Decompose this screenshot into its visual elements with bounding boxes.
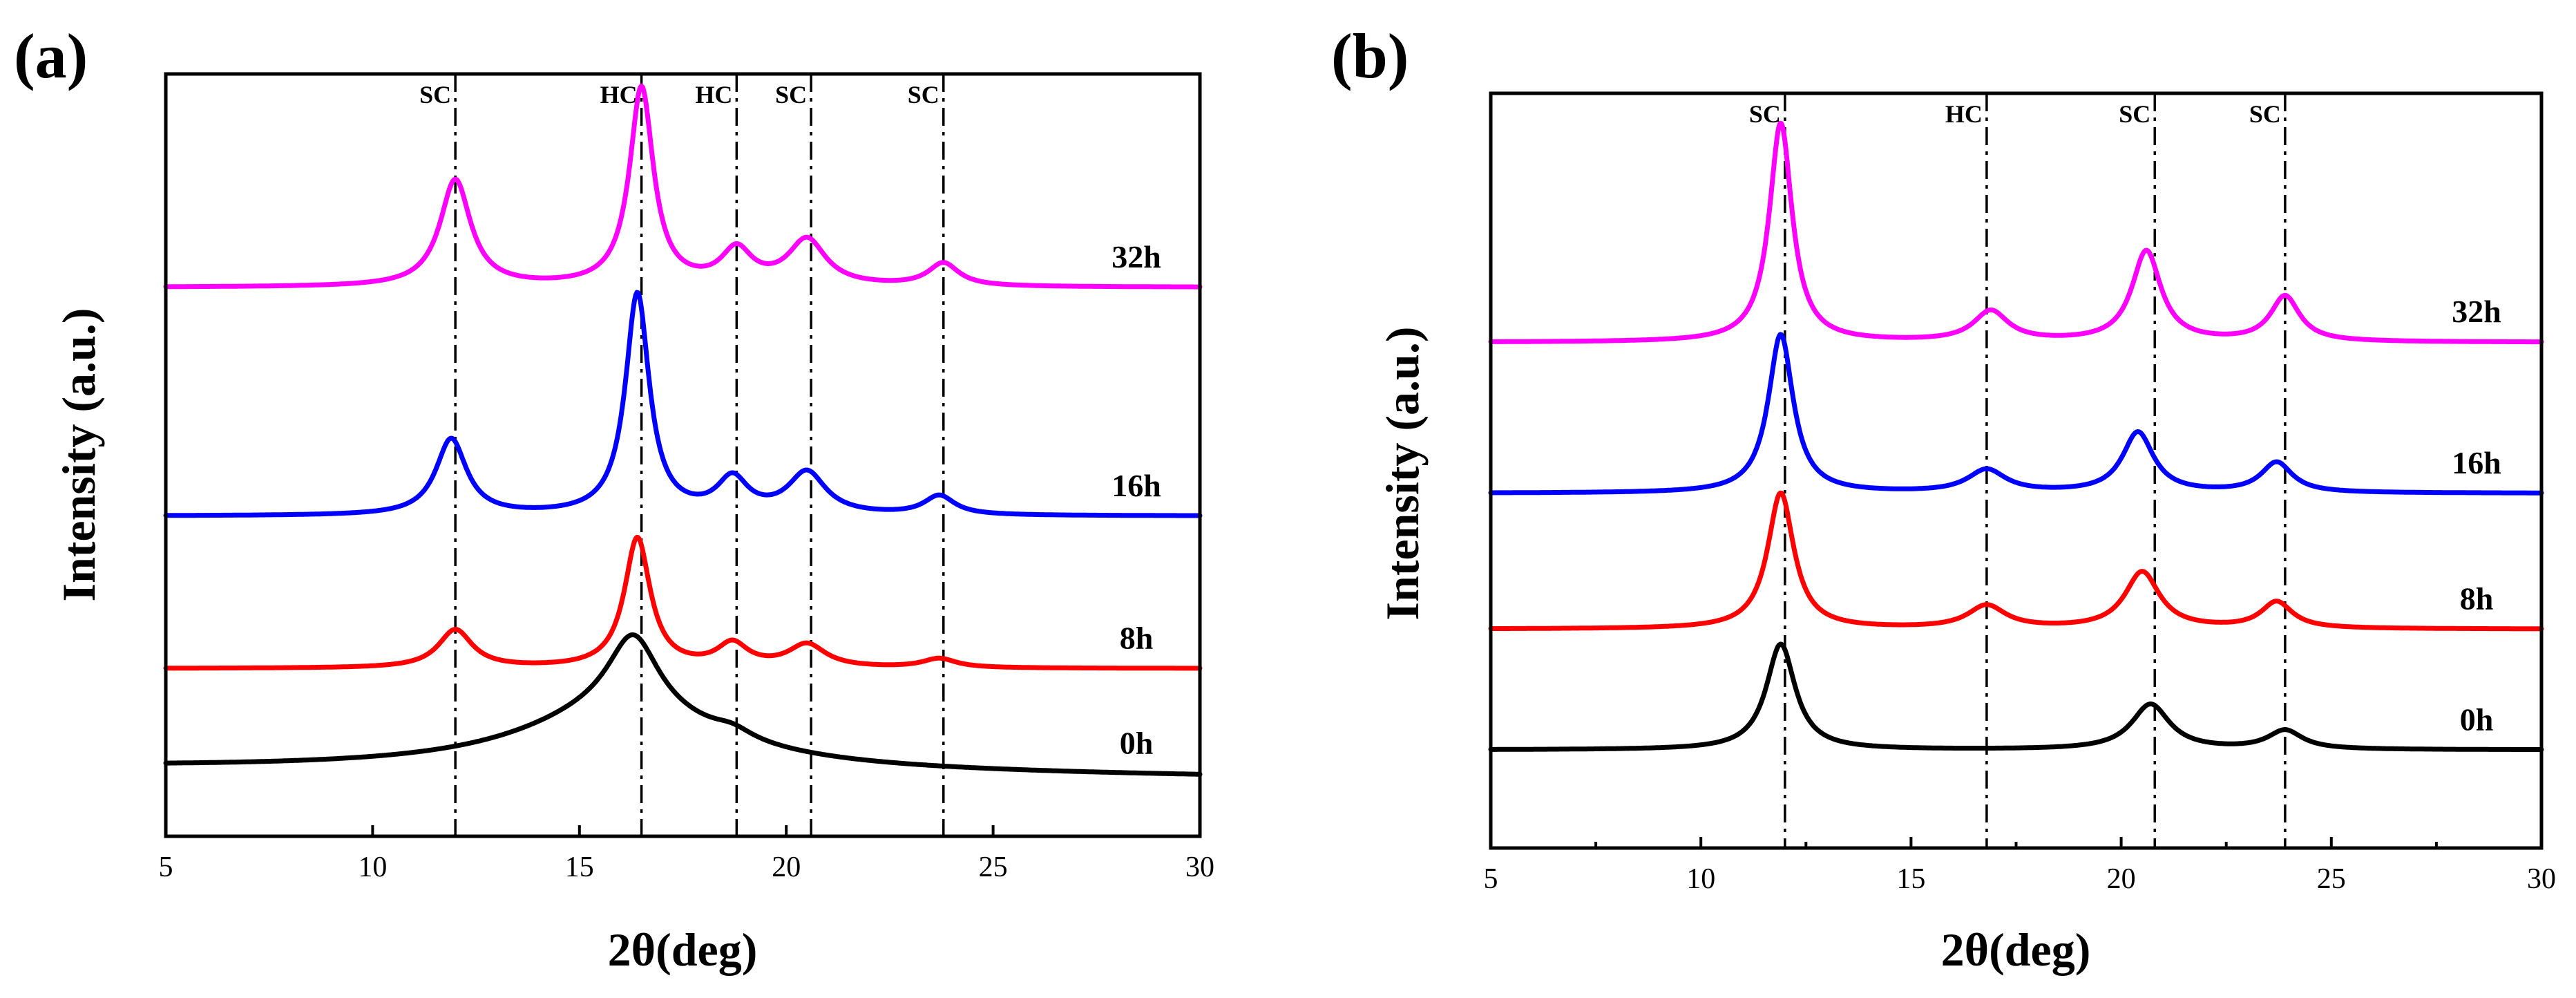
panel-a-x-tick-label-10: 10 xyxy=(358,851,387,883)
panel-b-series-0h-line xyxy=(1488,641,2544,752)
panel-b-series-8h-line xyxy=(1488,490,2544,632)
panel-b-series-32h-line xyxy=(1488,120,2544,345)
panel-a-x-ticks: 5 10 15 20 25 30 xyxy=(159,825,1214,883)
panel-b-series-16h-line xyxy=(1488,332,2544,496)
panel-b-x-tick-label-20: 20 xyxy=(2107,863,2136,895)
panel-b-series-labels: 0h 8h 16h 32h xyxy=(2452,294,2501,737)
panel-a-x-axis-title: 2θ(deg) xyxy=(608,923,758,976)
panel-b-curves xyxy=(1488,120,2544,752)
panel-b-x-ticks: 5 10 15 20 25 30 xyxy=(1484,837,2556,895)
panel-b-series-label-0h: 0h xyxy=(2460,702,2494,737)
panel-a-series-8h-line xyxy=(163,534,1203,671)
panel-b-label: (b) xyxy=(1331,21,1409,91)
panel-a-x-tick-label-5: 5 xyxy=(159,851,173,883)
panel-b-y-axis-title: Intensity (a.u.) xyxy=(1376,326,1429,620)
panel-b-reference-lines: SC HC SC SC xyxy=(1749,93,2287,848)
panel-a-x-tick-label-25: 25 xyxy=(979,851,1008,883)
panel-a-phase-label-3: SC xyxy=(775,81,807,109)
panel-a-x-tick-label-20: 20 xyxy=(772,851,801,883)
panel-b-phase-label-1: HC xyxy=(1945,100,1983,128)
panel-a-phase-label-4: SC xyxy=(908,81,939,109)
panel-a-series-label-16h: 16h xyxy=(1112,468,1161,503)
panel-a-series-32h-line xyxy=(163,83,1203,290)
panel-b-series-label-16h: 16h xyxy=(2452,445,2501,480)
panel-a-label: (a) xyxy=(14,21,88,91)
panel-a-series-0h-line xyxy=(163,632,1203,777)
panel-b-plot-frame xyxy=(1489,91,2544,850)
panel-a-plot-frame xyxy=(164,72,1202,838)
panel-a-phase-label-0: SC xyxy=(419,81,451,109)
panel-b-x-tick-label-25: 25 xyxy=(2317,863,2346,895)
panel-b-phase-label-0: SC xyxy=(1749,100,1781,128)
panel-a-x-tick-label-30: 30 xyxy=(1185,851,1214,883)
panel-a-curves xyxy=(163,83,1203,777)
panel-a-series-label-0h: 0h xyxy=(1120,725,1154,760)
panel-a-series-label-32h: 32h xyxy=(1112,239,1161,274)
panel-a-phase-label-2: HC xyxy=(695,81,732,109)
panel-b-x-tick-label-30: 30 xyxy=(2527,863,2556,895)
panel-b-phase-label-2: SC xyxy=(2119,100,2150,128)
panel-a-series-label-8h: 8h xyxy=(1120,621,1154,656)
panel-b-x-tick-label-5: 5 xyxy=(1484,863,1498,895)
panel-b-x-tick-label-10: 10 xyxy=(1686,863,1715,895)
panel-a-series-16h-line xyxy=(163,290,1203,518)
panel-b-phase-label-3: SC xyxy=(2249,100,2281,128)
panel-b-series-label-8h: 8h xyxy=(2460,581,2494,616)
panel-a-reference-lines: SC HC HC SC SC xyxy=(419,74,945,836)
panel-a-x-tick-label-15: 15 xyxy=(565,851,594,883)
panel-b-series-label-32h: 32h xyxy=(2452,294,2501,329)
panel-b-x-axis-title: 2θ(deg) xyxy=(1941,923,2091,976)
panel-b-x-tick-label-15: 15 xyxy=(1896,863,1925,895)
panel-a-series-labels: 0h 8h 16h 32h xyxy=(1112,239,1161,761)
chart-panel-a: (a) SC HC HC SC SC 5 10 15 20 25 30 0h 8h 16h 32h 2θ… xyxy=(14,21,1214,976)
panel-a-y-axis-title: Intensity (a.u.) xyxy=(53,308,105,601)
chart-panel-b: (b) SC HC SC SC 5 10 15 20 25 30 0h 8h 16h 32h 2θ(d… xyxy=(1331,21,2556,976)
panel-a-phase-label-1: HC xyxy=(600,81,638,109)
